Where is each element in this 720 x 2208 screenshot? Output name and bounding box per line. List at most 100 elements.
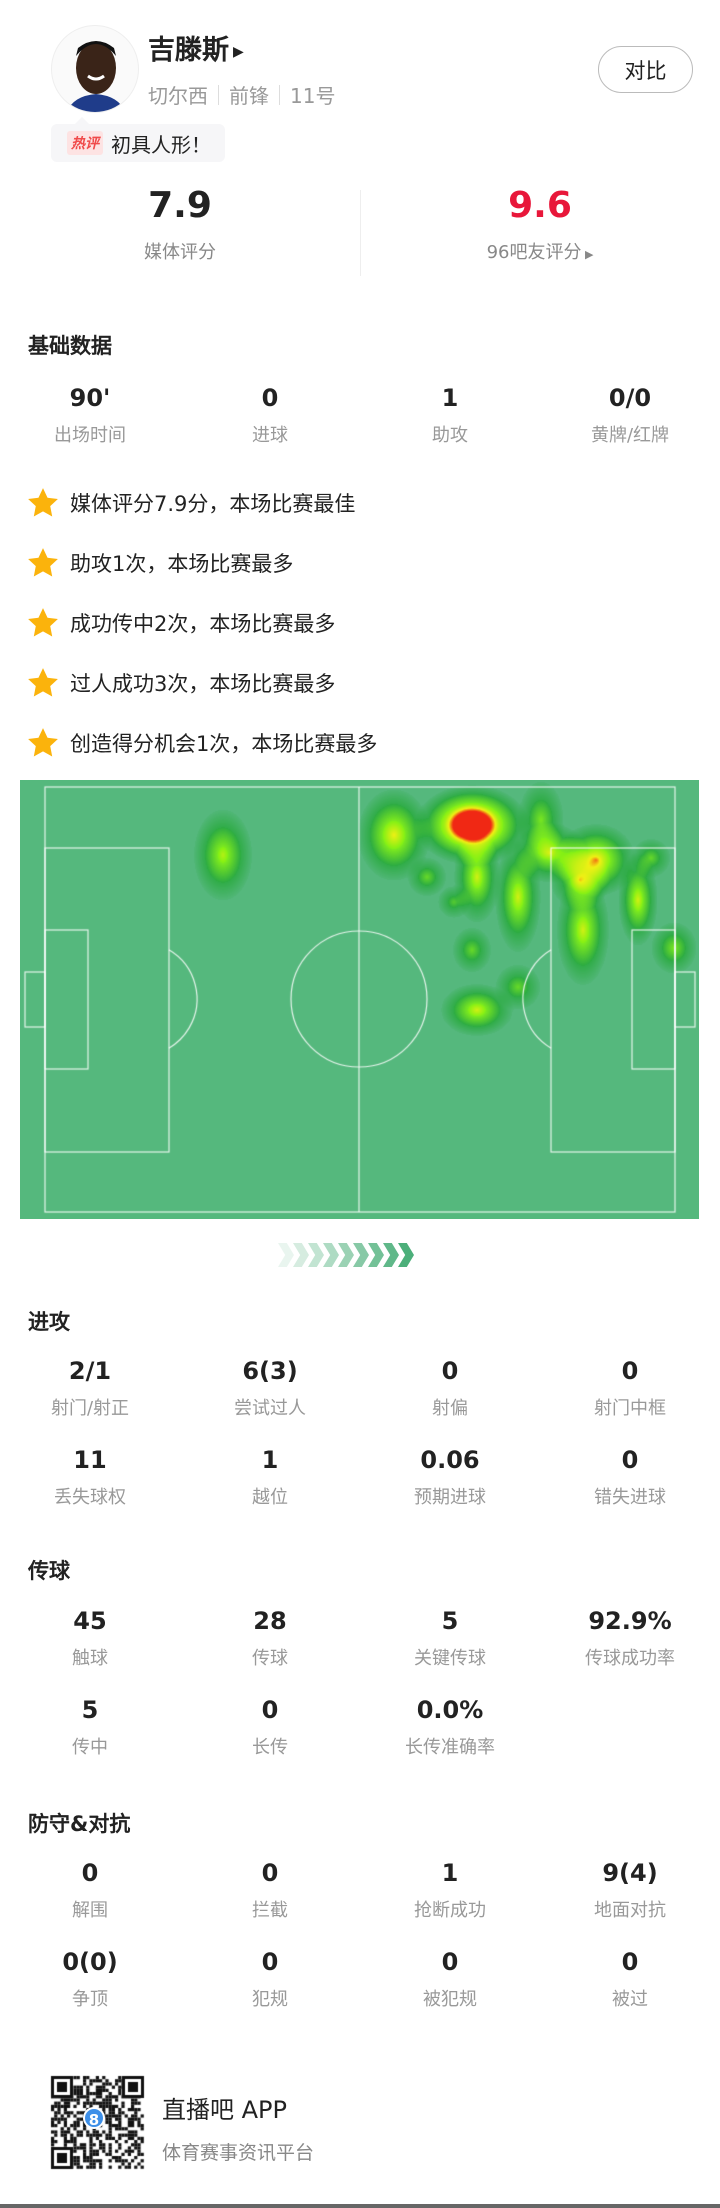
caret-right-icon: ▶	[233, 43, 244, 60]
player-name[interactable]: 吉滕斯 ▶	[148, 28, 244, 67]
media-label: 媒体评分	[144, 242, 216, 263]
stat-item: 1 越位	[180, 1445, 360, 1509]
stat-value: 1	[441, 1859, 459, 1887]
stat-label: 尝试过人	[234, 1398, 306, 1419]
stat-value: 6(3)	[242, 1357, 298, 1385]
stat-item: 92.9% 传球成功率	[540, 1606, 720, 1670]
compare-button[interactable]: 对比	[598, 46, 693, 93]
app-name: 直播吧 APP	[162, 2096, 287, 2124]
stat-item: 0.0% 长传准确率	[360, 1695, 540, 1759]
media-score: 7.9	[148, 185, 212, 226]
caret-right-icon: ▶	[581, 248, 594, 261]
stat-label: 触球	[72, 1648, 108, 1669]
stat-item: 0 错失进球	[540, 1445, 720, 1509]
stat-value: 11	[73, 1446, 107, 1474]
passing-stats: 45 触球 28 传球 5 关键传球 92.9% 传球成功率 5 传中 0 长传 0.0% 长传准确率	[0, 1606, 720, 1759]
player-avatar[interactable]	[51, 25, 139, 113]
app-description: 体育赛事资讯平台	[162, 2142, 315, 2164]
stat-label: 传球	[252, 1648, 288, 1669]
stat-label: 长传	[252, 1737, 288, 1758]
stat-item: 0 射偏	[360, 1356, 540, 1420]
fan-label: 96吧友评分 ▶	[360, 238, 720, 264]
stat-value: 0.0%	[416, 1696, 484, 1724]
media-rating: 7.9 媒体评分	[0, 185, 360, 264]
stat-item: 6(3) 尝试过人	[180, 1356, 360, 1420]
highlight-text: 过人成功3次，本场比赛最多	[70, 672, 336, 696]
stat-label: 黄牌/红牌	[590, 425, 670, 446]
stat-value: 0	[621, 1357, 639, 1385]
section-title-defense: 防守&对抗	[28, 1812, 131, 1836]
team-name: 切尔西	[148, 84, 208, 108]
stat-label: 抢断成功	[414, 1900, 486, 1921]
stat-value: 28	[253, 1607, 287, 1635]
stat-value: 5	[81, 1696, 99, 1724]
stat-item: 1 助攻	[360, 383, 540, 447]
basic-stats: 90' 出场时间 0 进球 1 助攻 0/0 黄牌/红牌	[0, 383, 720, 447]
chevron-right-icon	[293, 1243, 309, 1267]
highlight-item: 创造得分机会1次，本场比赛最多	[26, 726, 377, 760]
stat-item: 11 丢失球权	[0, 1445, 180, 1509]
section-title-passing: 传球	[28, 1559, 70, 1583]
stat-value: 0(0)	[62, 1948, 118, 1976]
stat-label: 争顶	[72, 1989, 108, 2010]
stat-label: 越位	[252, 1487, 288, 1508]
chevron-right-icon	[368, 1243, 384, 1267]
stat-value: 0	[441, 1948, 459, 1976]
highlight-text: 媒体评分7.9分，本场比赛最佳	[70, 492, 356, 516]
stat-value: 5	[441, 1607, 459, 1635]
divider	[218, 84, 219, 105]
highlight-text: 助攻1次，本场比赛最多	[70, 552, 294, 576]
stat-value: 45	[73, 1607, 107, 1635]
fan-rating[interactable]: 9.6 96吧友评分 ▶	[360, 185, 720, 264]
hot-comment[interactable]: 热评 初具人形！	[51, 117, 225, 162]
chevron-right-icon	[338, 1243, 354, 1267]
stat-label: 地面对抗	[594, 1900, 666, 1921]
chevron-right-icon	[278, 1243, 294, 1267]
highlight-text: 创造得分机会1次，本场比赛最多	[70, 732, 378, 756]
stat-item: 0/0 黄牌/红牌	[540, 383, 720, 447]
stat-value: 0	[261, 1859, 279, 1887]
defense-stats: 0 解围 0 拦截 1 抢断成功 9(4) 地面对抗 0(0) 争顶 0 犯规 0 被犯规 0 被过	[0, 1858, 720, 2011]
stat-item: 28 传球	[180, 1606, 360, 1670]
star-icon	[28, 608, 58, 637]
stat-value: 1	[441, 384, 459, 412]
highlight-item: 成功传中2次，本场比赛最多	[26, 606, 335, 640]
stat-item: 0 被过	[540, 1947, 720, 2011]
stat-label: 助攻	[432, 425, 468, 446]
stat-item: 0 拦截	[180, 1858, 360, 1922]
stat-item: 2/1 射门/射正	[0, 1356, 180, 1420]
stat-label: 传中	[72, 1737, 108, 1758]
stat-value: 0.06	[420, 1446, 480, 1474]
stat-value: 92.9%	[588, 1607, 672, 1635]
section-title-attack: 进攻	[28, 1310, 70, 1334]
highlight-item: 过人成功3次，本场比赛最多	[26, 666, 335, 700]
hot-tag: 热评	[67, 131, 103, 155]
star-icon	[28, 668, 58, 697]
chevron-right-icon	[398, 1243, 414, 1267]
highlight-item: 媒体评分7.9分，本场比赛最佳	[26, 486, 355, 520]
stat-label: 预期进球	[414, 1487, 486, 1508]
attack-direction-arrows	[278, 1243, 414, 1267]
attack-stats: 2/1 射门/射正 6(3) 尝试过人 0 射偏 0 射门中框 11 丢失球权 1 越位 0.06 预期进…	[0, 1356, 720, 1509]
stat-item: 90' 出场时间	[0, 383, 180, 447]
stat-label: 进球	[252, 425, 288, 446]
stat-value: 0	[81, 1859, 99, 1887]
stat-item: 9(4) 地面对抗	[540, 1858, 720, 1922]
stat-item: 0.06 预期进球	[360, 1445, 540, 1509]
stat-label: 关键传球	[414, 1648, 486, 1669]
stat-label: 被犯规	[423, 1989, 477, 2010]
stat-label: 长传准确率	[405, 1737, 495, 1758]
shirt-number: 11号	[290, 84, 336, 108]
stat-item: 1 抢断成功	[360, 1858, 540, 1922]
player-meta: 切尔西 前锋 11号	[148, 80, 335, 109]
fan-label-text: 96吧友评分	[486, 242, 582, 263]
chevron-right-icon	[353, 1243, 369, 1267]
stat-label: 拦截	[252, 1900, 288, 1921]
stat-label: 被过	[612, 1989, 648, 2010]
stat-value: 2/1	[68, 1357, 112, 1385]
star-icon	[28, 548, 58, 577]
stat-value: 90'	[69, 384, 111, 412]
home-indicator	[0, 2204, 720, 2208]
stat-label: 犯规	[252, 1989, 288, 2010]
stat-label: 丢失球权	[54, 1487, 126, 1508]
